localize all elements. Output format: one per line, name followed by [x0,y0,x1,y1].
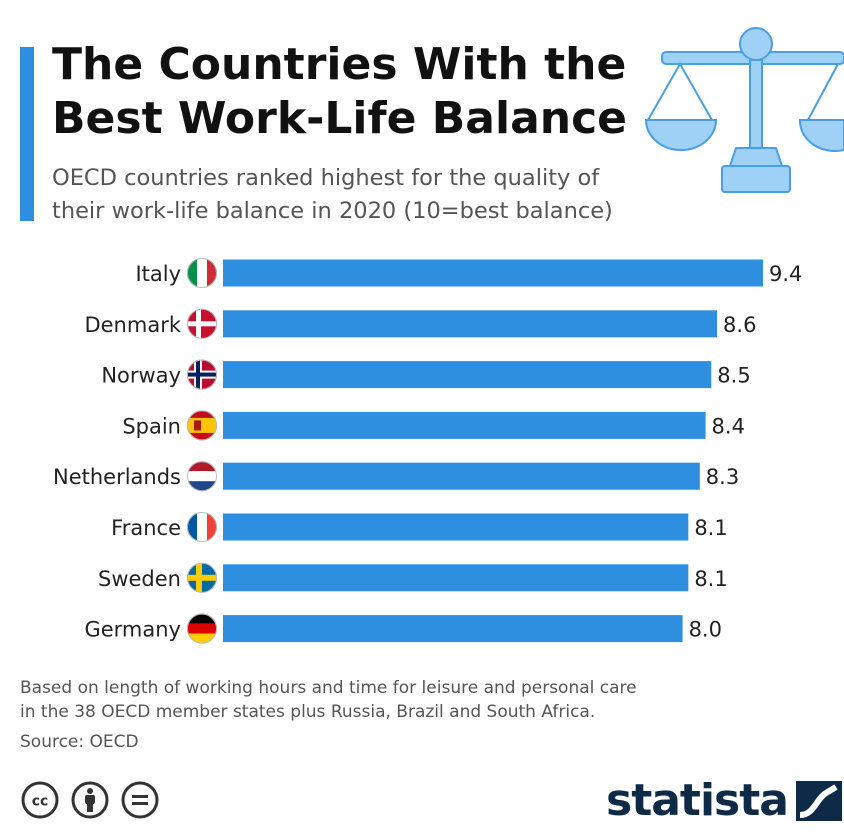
title-line-2: Best Work-Life Balance [52,93,628,144]
subtitle-line-1: OECD countries ranked highest for the qu… [52,165,600,191]
flag-italy-icon [187,258,217,288]
no-derivatives-icon[interactable] [120,780,160,820]
bar [223,564,689,592]
footnote: Based on length of working hours and tim… [20,676,740,724]
flag-spain-icon [187,410,217,441]
footnote-line-1: Based on length of working hours and tim… [20,678,637,698]
bar [223,462,700,490]
bar [223,513,689,541]
bar [223,259,763,287]
value-label: 8.1 [694,516,727,540]
flag-netherlands-icon [187,461,217,492]
category-label: Netherlands [53,465,181,489]
value-label: 8.1 [694,567,727,591]
value-label: 8.4 [712,414,745,438]
category-label: France [111,516,181,540]
value-label: 9.4 [769,262,802,286]
category-label: Denmark [84,313,181,337]
statista-logo[interactable]: statista [606,775,842,826]
bar [223,361,712,389]
category-label: Germany [84,618,181,642]
flag-germany-icon [187,613,217,644]
svg-text:cc: cc [32,794,49,810]
value-label: 8.3 [706,465,739,489]
flag-norway-icon [187,359,217,390]
flag-france-icon [187,512,217,542]
license-icons: cc [20,780,160,820]
footnote-line-2: in the 38 OECD member states plus Russia… [20,702,596,722]
statista-mark-icon [795,780,842,821]
subtitle-line-2: their work-life balance in 2020 (10=best… [52,198,613,224]
page-title: The Countries With the Best Work-Life Ba… [52,38,652,146]
brand-text: statista [606,775,789,826]
category-label: Spain [122,414,181,438]
bar-chart: Italy 9.4 Denmark 8.6 Norway 8.5 Spain 8.4 Nethe… [53,258,802,644]
flag-denmark-icon [187,308,217,339]
category-label: Norway [101,364,181,388]
source-text: Source: OECD [20,732,139,752]
category-label: Sweden [98,567,181,591]
balance-scale-icon [644,27,844,193]
bar [223,411,706,439]
attribution-icon[interactable] [70,780,110,820]
subtitle: OECD countries ranked highest for the qu… [52,162,692,228]
creative-commons-icon[interactable]: cc [20,780,60,820]
value-label: 8.6 [723,313,756,337]
value-label: 8.0 [689,618,722,642]
category-label: Italy [135,262,181,286]
title-line-1: The Countries With the [52,39,627,90]
bar [223,310,718,338]
value-label: 8.5 [717,364,750,388]
bar [223,615,683,643]
accent-bar [20,47,34,221]
flag-sweden-icon [187,562,217,593]
